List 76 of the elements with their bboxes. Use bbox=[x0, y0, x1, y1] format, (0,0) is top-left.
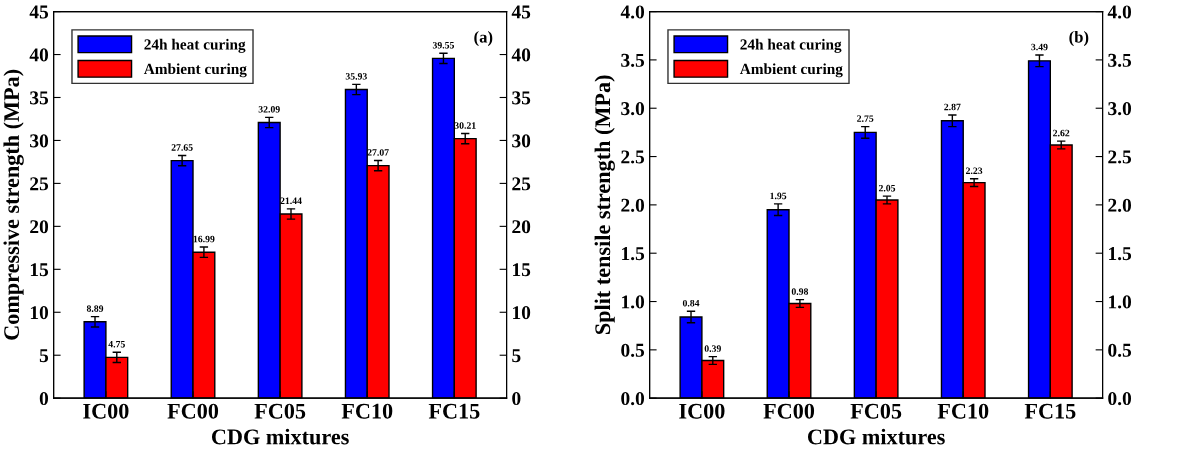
y2-tick-label: 2.0 bbox=[1108, 198, 1132, 212]
data-label: 0.84 bbox=[682, 299, 700, 307]
y-tick-label: 20 bbox=[30, 220, 49, 234]
x-tick-label: FC00 bbox=[763, 403, 815, 419]
y-axis-title: Split tensile strength (MPa) bbox=[594, 75, 615, 335]
data-label: 1.95 bbox=[770, 192, 787, 200]
y2-tick-label: 4.0 bbox=[1107, 5, 1132, 19]
y2-tick-label: 30 bbox=[512, 134, 531, 148]
x-tick-label: IC00 bbox=[83, 403, 129, 419]
y2-tick-label: 0.0 bbox=[1108, 392, 1132, 406]
data-label: 2.75 bbox=[857, 115, 874, 122]
y-tick-label: 4.0 bbox=[620, 5, 645, 19]
data-label: 3.49 bbox=[1031, 43, 1048, 51]
y2-tick-label: 3.0 bbox=[1108, 102, 1132, 116]
y-tick-label: 45 bbox=[29, 5, 49, 19]
y-tick-label: 0.0 bbox=[621, 392, 645, 406]
x-tick-label: FC05 bbox=[254, 403, 306, 419]
annotation: (a) bbox=[474, 30, 493, 47]
y2-tick-label: 45 bbox=[511, 5, 531, 19]
data-label: 35.93 bbox=[345, 73, 367, 80]
y-tick-label: 40 bbox=[29, 48, 49, 62]
y2-tick-label: 1.5 bbox=[1109, 247, 1132, 261]
data-label: 2.23 bbox=[966, 167, 983, 175]
x-tick-label: FC15 bbox=[428, 403, 480, 419]
y2-tick-label: 40 bbox=[511, 48, 531, 62]
y-tick-label: 15 bbox=[30, 263, 49, 277]
y2-tick-label: 10 bbox=[513, 306, 531, 320]
data-label: 2.62 bbox=[1053, 129, 1070, 137]
y2-tick-label: 0.5 bbox=[1108, 343, 1132, 357]
y2-tick-label: 25 bbox=[512, 177, 531, 191]
x-tick-label: FC10 bbox=[937, 403, 989, 419]
y-tick-label: 30 bbox=[30, 134, 49, 148]
data-label: 2.87 bbox=[944, 103, 961, 111]
y2-tick-label: 3.5 bbox=[1108, 53, 1132, 67]
data-label: 27.65 bbox=[171, 144, 193, 151]
y2-tick-label: 20 bbox=[512, 220, 531, 234]
data-label: 0.39 bbox=[704, 345, 721, 352]
annotation: (b) bbox=[1069, 30, 1089, 47]
legend-label: 24h heat curing bbox=[740, 38, 842, 53]
y-tick-label: 35 bbox=[30, 91, 49, 105]
data-label: 2.05 bbox=[878, 184, 896, 192]
y2-tick-label: 0 bbox=[512, 392, 521, 406]
data-label: 4.75 bbox=[108, 340, 125, 348]
y2-tick-label: 2.5 bbox=[1108, 150, 1132, 164]
y-tick-label: 3.5 bbox=[621, 53, 645, 67]
y-tick-label: 2.0 bbox=[621, 198, 645, 212]
y-tick-label: 5 bbox=[39, 349, 49, 363]
x-tick-label: FC05 bbox=[850, 403, 902, 419]
x-tick-label: IC00 bbox=[679, 403, 725, 419]
data-label: 16.99 bbox=[193, 235, 215, 243]
legend-label: Ambient curing bbox=[143, 63, 247, 78]
y-tick-label: 1.5 bbox=[622, 247, 645, 261]
x-tick-label: FC15 bbox=[1024, 403, 1076, 419]
y-tick-label: 3.0 bbox=[621, 102, 645, 116]
y-tick-label: 2.5 bbox=[621, 150, 645, 164]
y2-tick-label: 5 bbox=[512, 349, 521, 363]
y-tick-label: 25 bbox=[30, 177, 49, 191]
y2-tick-label: 1.0 bbox=[1109, 295, 1132, 309]
y2-tick-label: 35 bbox=[512, 91, 531, 105]
y-tick-label: 0.5 bbox=[621, 343, 645, 357]
y2-tick-label: 15 bbox=[513, 263, 531, 277]
data-label: 0.98 bbox=[791, 288, 809, 295]
legend-label: Ambient curing bbox=[739, 63, 843, 78]
data-label: 8.89 bbox=[86, 305, 104, 312]
legend-label: 24h heat curing bbox=[144, 38, 246, 53]
y-tick-label: 0 bbox=[39, 392, 49, 406]
y-tick-label: 1.0 bbox=[622, 295, 645, 309]
y-axis-title: Compressive strength (MPa) bbox=[3, 69, 24, 340]
x-tick-label: FC10 bbox=[341, 403, 393, 419]
x-axis-title: CDG mixtures bbox=[211, 428, 349, 445]
y-tick-label: 10 bbox=[30, 306, 49, 320]
data-label: 32.09 bbox=[258, 106, 280, 113]
x-tick-label: FC00 bbox=[167, 403, 219, 419]
data-label: 30.21 bbox=[454, 122, 476, 129]
x-axis-title: CDG mixtures bbox=[807, 428, 945, 445]
data-label: 39.55 bbox=[432, 41, 455, 49]
